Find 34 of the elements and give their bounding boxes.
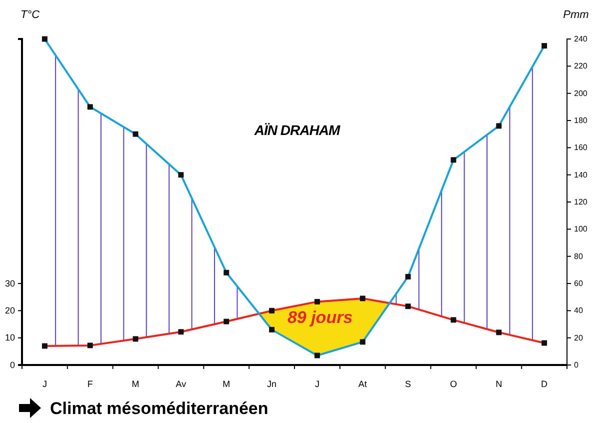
y-tick-label: 20 <box>4 306 15 316</box>
y-tick-label: 10 <box>4 332 15 343</box>
y-axis-title: T°C <box>20 9 40 21</box>
x-tick-label: F <box>87 379 94 389</box>
x-tick-label: N <box>496 379 502 389</box>
x-tick-label: J <box>42 379 47 389</box>
y2-tick-label: 100 <box>574 224 588 234</box>
y2-tick-label: 60 <box>574 279 584 288</box>
y2-tick-label: 80 <box>574 252 584 261</box>
y2-tick-label: 140 <box>574 170 588 180</box>
x-tick-label: Av <box>176 379 187 389</box>
y2-tick-label: 120 <box>574 198 588 207</box>
y2-tick-label: 0 <box>574 360 579 370</box>
y2-tick-label: 220 <box>574 62 588 71</box>
x-tick-label: D <box>541 379 548 389</box>
y2-tick-label: 40 <box>574 306 584 316</box>
text: AÏN DRAHAM <box>253 122 340 138</box>
x-tick-label: M <box>132 379 140 389</box>
x-tick-label: M <box>222 379 230 389</box>
y2-tick-label: 240 <box>574 34 588 44</box>
x-tick-label: Jn <box>267 379 277 389</box>
y-tick-label: 30 <box>4 278 15 288</box>
y-tick-label: 0 <box>10 360 15 370</box>
y2-axis-title: Pmm <box>563 9 589 21</box>
y2-tick-label: 160 <box>574 143 588 152</box>
x-tick-label: At <box>358 379 368 389</box>
x-tick-label: O <box>450 379 457 389</box>
text: Climat mésoméditerranéen <box>50 399 268 418</box>
y2-tick-label: 180 <box>574 116 588 126</box>
y2-tick-label: 200 <box>574 88 588 98</box>
x-tick-label: J <box>314 379 320 389</box>
annotation: 89 jours <box>287 308 353 328</box>
x-tick-label: S <box>405 379 412 389</box>
y2-tick-label: 20 <box>574 333 584 342</box>
